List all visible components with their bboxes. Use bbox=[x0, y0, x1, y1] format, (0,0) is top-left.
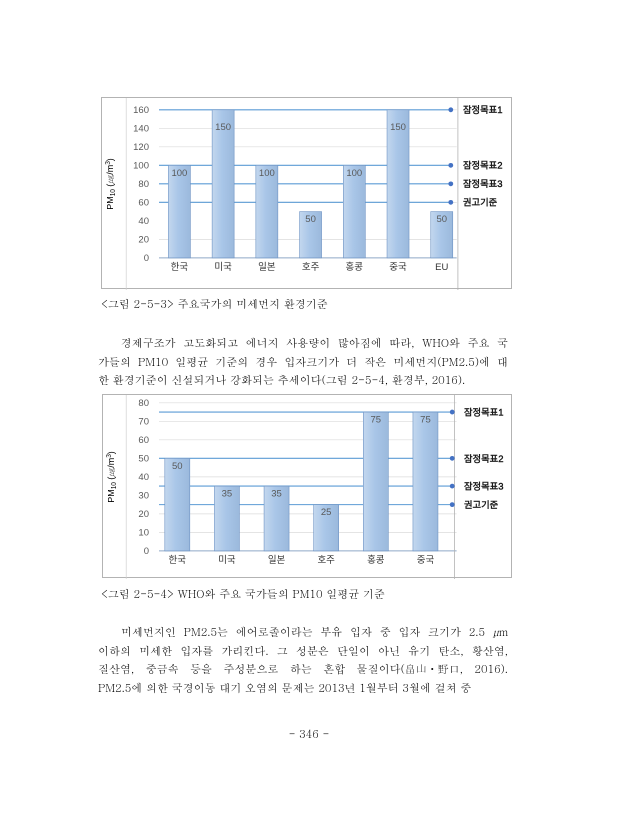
svg-text:50: 50 bbox=[138, 454, 149, 465]
svg-text:홍콩: 홍콩 bbox=[367, 554, 385, 566]
svg-text:50: 50 bbox=[436, 214, 447, 225]
svg-text:호주: 호주 bbox=[317, 555, 335, 566]
svg-text:80: 80 bbox=[138, 179, 149, 190]
svg-text:권고기준: 권고기준 bbox=[463, 197, 498, 208]
svg-text:30: 30 bbox=[138, 491, 149, 502]
svg-text:150: 150 bbox=[390, 122, 407, 133]
svg-text:잠정목표2: 잠정목표2 bbox=[464, 453, 503, 464]
svg-text:140: 140 bbox=[133, 124, 150, 135]
svg-text:25: 25 bbox=[321, 507, 332, 518]
svg-text:75: 75 bbox=[371, 415, 382, 426]
svg-text:호주: 호주 bbox=[302, 262, 320, 273]
svg-text:160: 160 bbox=[133, 105, 150, 116]
svg-text:PM10 (㎍/m3): PM10 (㎍/m3) bbox=[103, 158, 117, 210]
svg-text:60: 60 bbox=[138, 435, 149, 446]
svg-text:50: 50 bbox=[172, 461, 183, 472]
svg-text:20: 20 bbox=[138, 509, 149, 520]
svg-text:0: 0 bbox=[144, 253, 150, 264]
svg-text:100: 100 bbox=[133, 161, 150, 172]
svg-text:미국: 미국 bbox=[218, 555, 236, 566]
svg-text:35: 35 bbox=[271, 489, 282, 500]
svg-text:EU: EU bbox=[435, 262, 448, 273]
svg-text:50: 50 bbox=[305, 214, 316, 225]
svg-text:한국: 한국 bbox=[169, 555, 187, 566]
svg-text:한국: 한국 bbox=[171, 262, 189, 273]
svg-text:10: 10 bbox=[138, 528, 149, 539]
svg-text:75: 75 bbox=[420, 415, 431, 426]
svg-text:150: 150 bbox=[215, 122, 232, 133]
svg-text:100: 100 bbox=[346, 168, 363, 179]
svg-text:잠정목표1: 잠정목표1 bbox=[464, 407, 503, 418]
svg-text:0: 0 bbox=[144, 546, 150, 557]
svg-text:100: 100 bbox=[259, 168, 276, 179]
svg-text:20: 20 bbox=[138, 235, 149, 246]
svg-text:40: 40 bbox=[138, 216, 149, 227]
svg-text:중국: 중국 bbox=[389, 262, 407, 273]
svg-text:잠정목표1: 잠정목표1 bbox=[463, 104, 502, 115]
svg-text:120: 120 bbox=[133, 142, 150, 153]
svg-text:60: 60 bbox=[138, 198, 149, 209]
svg-text:80: 80 bbox=[138, 398, 149, 409]
svg-text:잠정목표3: 잠정목표3 bbox=[463, 178, 502, 189]
svg-text:중국: 중국 bbox=[417, 555, 435, 566]
svg-text:잠정목표2: 잠정목표2 bbox=[463, 160, 502, 171]
svg-text:70: 70 bbox=[138, 417, 149, 428]
svg-text:35: 35 bbox=[222, 489, 233, 500]
svg-text:40: 40 bbox=[138, 472, 149, 483]
svg-text:미국: 미국 bbox=[214, 262, 232, 273]
svg-text:100: 100 bbox=[171, 168, 188, 179]
svg-text:PM10 (㎍/m3): PM10 (㎍/m3) bbox=[104, 451, 118, 503]
svg-text:일본: 일본 bbox=[258, 262, 276, 273]
svg-text:권고기준: 권고기준 bbox=[464, 499, 499, 510]
svg-text:잠정목표3: 잠정목표3 bbox=[464, 481, 503, 492]
svg-text:일본: 일본 bbox=[268, 555, 286, 566]
svg-text:홍콩: 홍콩 bbox=[346, 261, 364, 273]
